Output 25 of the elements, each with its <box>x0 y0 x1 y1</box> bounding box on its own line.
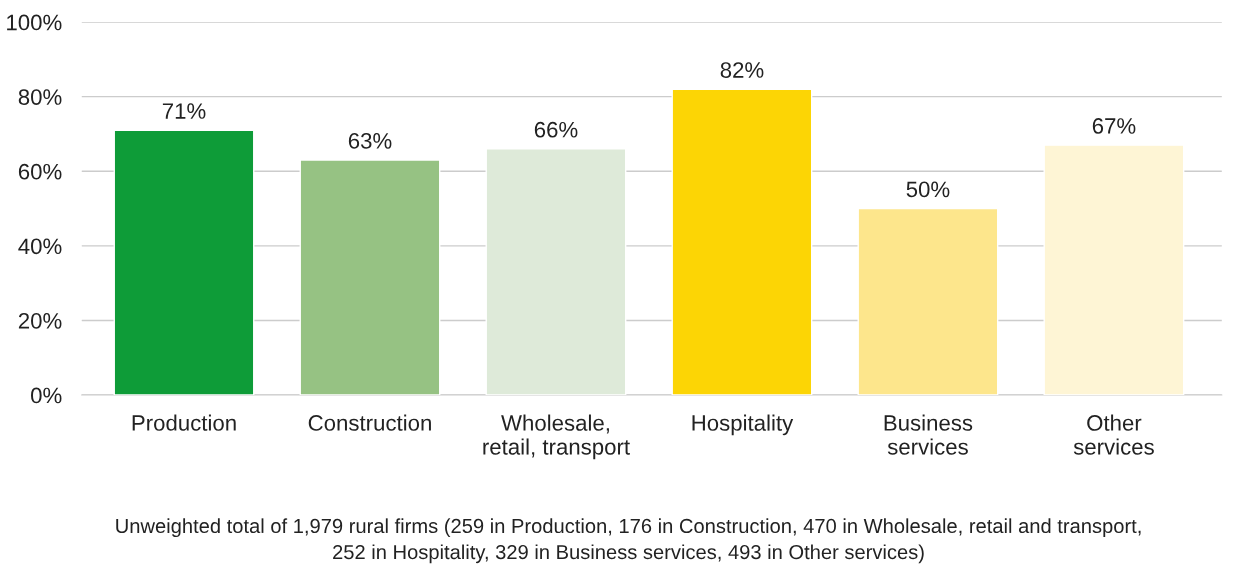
bar <box>1043 144 1185 396</box>
data-label: 63% <box>348 133 392 149</box>
data-label: 50% <box>906 181 950 198</box>
x-tick-label: Other services <box>1073 414 1154 455</box>
y-tick-label: 100% <box>7 14 62 31</box>
y-tick-label: 40% <box>18 238 62 255</box>
data-label: 66% <box>534 121 578 138</box>
x-tick-label: Wholesale, retail, transport <box>483 414 630 460</box>
x-tick-label: Hospitality <box>692 414 794 436</box>
bar <box>671 88 813 396</box>
y-tick-label: 0% <box>31 387 62 404</box>
bar <box>113 129 255 396</box>
data-label: 71% <box>162 103 206 119</box>
data-label: 82% <box>720 62 764 78</box>
x-tick-label: Business services <box>884 414 973 455</box>
bar <box>485 148 627 396</box>
text: Unweighted total of 1,979 rural firms (259 in Production, 176 in Construction, 470 in Wholesale, retail and transport, 252 in Hospitality, 329 in Business services, 493 in Other services) <box>116 518 1141 564</box>
x-tick-label: Production <box>132 414 236 431</box>
y-tick-label: 20% <box>18 313 62 329</box>
bar <box>857 207 999 396</box>
data-label: 67% <box>1092 118 1136 134</box>
x-tick-label: Construction <box>308 414 431 431</box>
y-tick-label: 60% <box>18 163 62 180</box>
y-tick-label: 80% <box>18 89 62 105</box>
bar <box>299 159 441 396</box>
